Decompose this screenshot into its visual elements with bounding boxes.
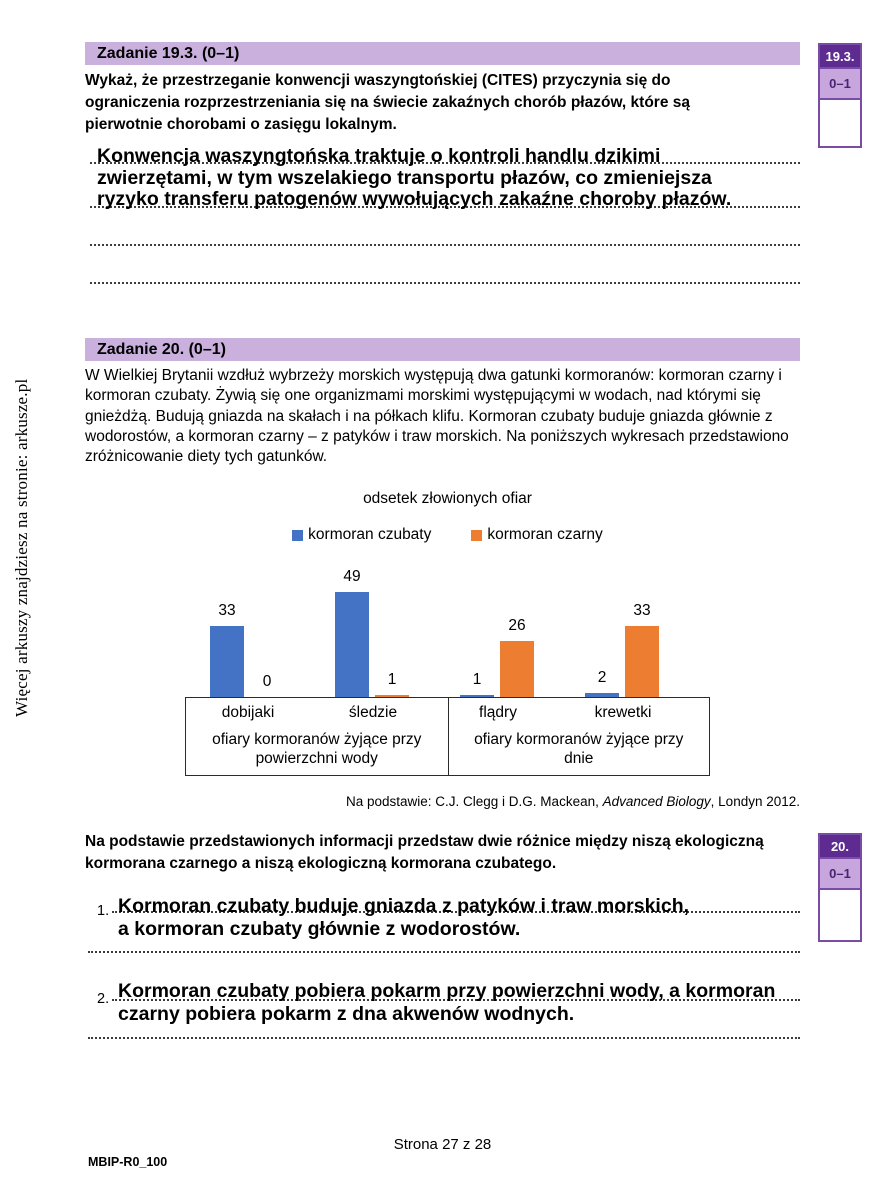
bar-krewetki-kormoran-czubaty [585, 692, 619, 697]
legend-label: kormoran czubaty [308, 526, 432, 543]
answer-line [90, 206, 800, 208]
typed-answer-line: Kormoran czubaty buduje gniazda z patykó… [118, 895, 690, 917]
task20-question: Na podstawie przedstawionych informacji … [85, 833, 764, 872]
chart-legend: kormoran czubaty kormoran czarny [185, 526, 710, 544]
task19-header: Zadanie 19.3. (0–1) [85, 42, 800, 65]
group-axis-label: ofiary kormoranów żyjące przy powierzchn… [212, 731, 422, 767]
legend-swatch-icon [292, 529, 304, 541]
task20-score-blank-cell [820, 890, 860, 940]
category-label: flądry [479, 704, 517, 721]
task20-typed-answer-1: Kormoran czubaty buduje gniazda z patykó… [118, 895, 689, 941]
sidebar-watermark: Więcej arkuszy znajdziesz na stronie: ar… [12, 378, 31, 718]
page-number: Strona 27 z 28 [393, 1136, 492, 1153]
answer-line [88, 951, 800, 953]
bar-flądry-kormoran-czubaty [460, 694, 494, 697]
answer-line [88, 1037, 800, 1039]
bar-value-label: 1 [472, 670, 482, 688]
bar-value-label: 26 [508, 617, 526, 635]
typed-answer-line: ryzyko transferu patogenów wywołujących … [97, 188, 732, 210]
bar-krewetki-kormoran-czarny [625, 626, 659, 697]
answer1-number: 1. [97, 903, 110, 919]
task20-score-points: 0–1 [820, 857, 860, 890]
category-label: śledzie [348, 704, 398, 721]
task20-header: Zadanie 20. (0–1) [85, 338, 800, 361]
bar-value-label: 33 [633, 602, 651, 620]
legend-item: kormoran czubaty [292, 526, 431, 544]
task19-question: Wykaż, że przestrzeganie konwencji waszy… [85, 72, 690, 133]
bar-śledzie-kormoran-czubaty [335, 592, 369, 697]
bar-value-label: 49 [343, 568, 361, 585]
typed-answer-line: czarny pobiera pokarm z dna akwenów wodn… [118, 1003, 575, 1025]
chart-plot: 33 0 49 1 1 26 2 33 [185, 552, 710, 697]
chart-source: Na podstawie: C.J. Clegg i D.G. Mackean,… [85, 794, 800, 809]
task20-intro: W Wielkiej Brytanii wzdłuż wybrzeży mors… [85, 367, 789, 466]
chart-group-2: flądry krewetki ofiary kormoranów żyjące p… [447, 698, 710, 775]
answer-line [90, 162, 800, 164]
bar-value-label: 1 [387, 670, 397, 688]
bar-value-label: 0 [262, 673, 272, 690]
answer-line [112, 911, 800, 913]
bar-flądry-kormoran-czarny [500, 641, 534, 697]
answer-line [90, 282, 800, 284]
task19-score-blank-cell [820, 100, 860, 146]
source-title-italic: Advanced Biology [602, 794, 711, 809]
chart-group-1: dobijaki śledzie ofiary kormoranów żyjące … [186, 698, 448, 775]
task20-score-box: 20. 0–1 [818, 833, 862, 942]
answer2-number: 2. [97, 991, 110, 1007]
typed-answer-line: Kormoran czubaty pobiera pokarm przy pow… [118, 980, 776, 1002]
legend-item: kormoran czarny [471, 526, 603, 544]
bar-value-label: 33 [218, 602, 236, 620]
bar-value-label: 2 [597, 668, 607, 686]
typed-answer-line: Konwencja waszyngtońska traktuje o kontr… [97, 145, 661, 167]
typed-answer-line: a kormoran czubaty głównie z wodorostów. [118, 918, 521, 940]
bar-śledzie-kormoran-czarny [375, 694, 409, 697]
task19-score-number: 19.3. [820, 45, 860, 67]
chart-title: odsetek złowionych ofiar [363, 490, 532, 507]
legend-swatch-icon [471, 529, 483, 541]
task19-typed-answer: Konwencja waszyngtońska traktuje o kontr… [97, 145, 732, 211]
typed-answer-line: zwierzętami, w tym wszelakiego transport… [97, 166, 712, 189]
task19-header-label: Zadanie 19.3. (0–1) [97, 44, 240, 62]
answer-line [112, 999, 800, 1001]
group-axis-label: ofiary kormoranów żyjące przy dnie [474, 731, 684, 767]
bar-dobijaki-kormoran-czubaty [210, 626, 244, 697]
task19-score-points: 0–1 [820, 67, 860, 100]
chart-category-box: dobijaki śledzie ofiary kormoranów żyjące … [185, 697, 710, 776]
task19-score-box: 19.3. 0–1 [818, 43, 862, 148]
task20-header-label: Zadanie 20. (0–1) [97, 340, 226, 358]
task20-score-number: 20. [820, 835, 860, 857]
exam-sheet-code: MBIP-R0_100 [88, 1155, 168, 1169]
category-label: dobijaki [221, 704, 275, 721]
answer-line [90, 244, 800, 246]
source-suffix: , Londyn 2012. [710, 794, 800, 809]
category-label: krewetki [594, 704, 652, 721]
source-prefix: Na podstawie: C.J. Clegg i D.G. Mackean, [345, 794, 603, 809]
legend-label: kormoran czarny [487, 526, 603, 543]
task20-typed-answer-2: Kormoran czubaty pobiera pokarm przy pow… [118, 980, 775, 1026]
